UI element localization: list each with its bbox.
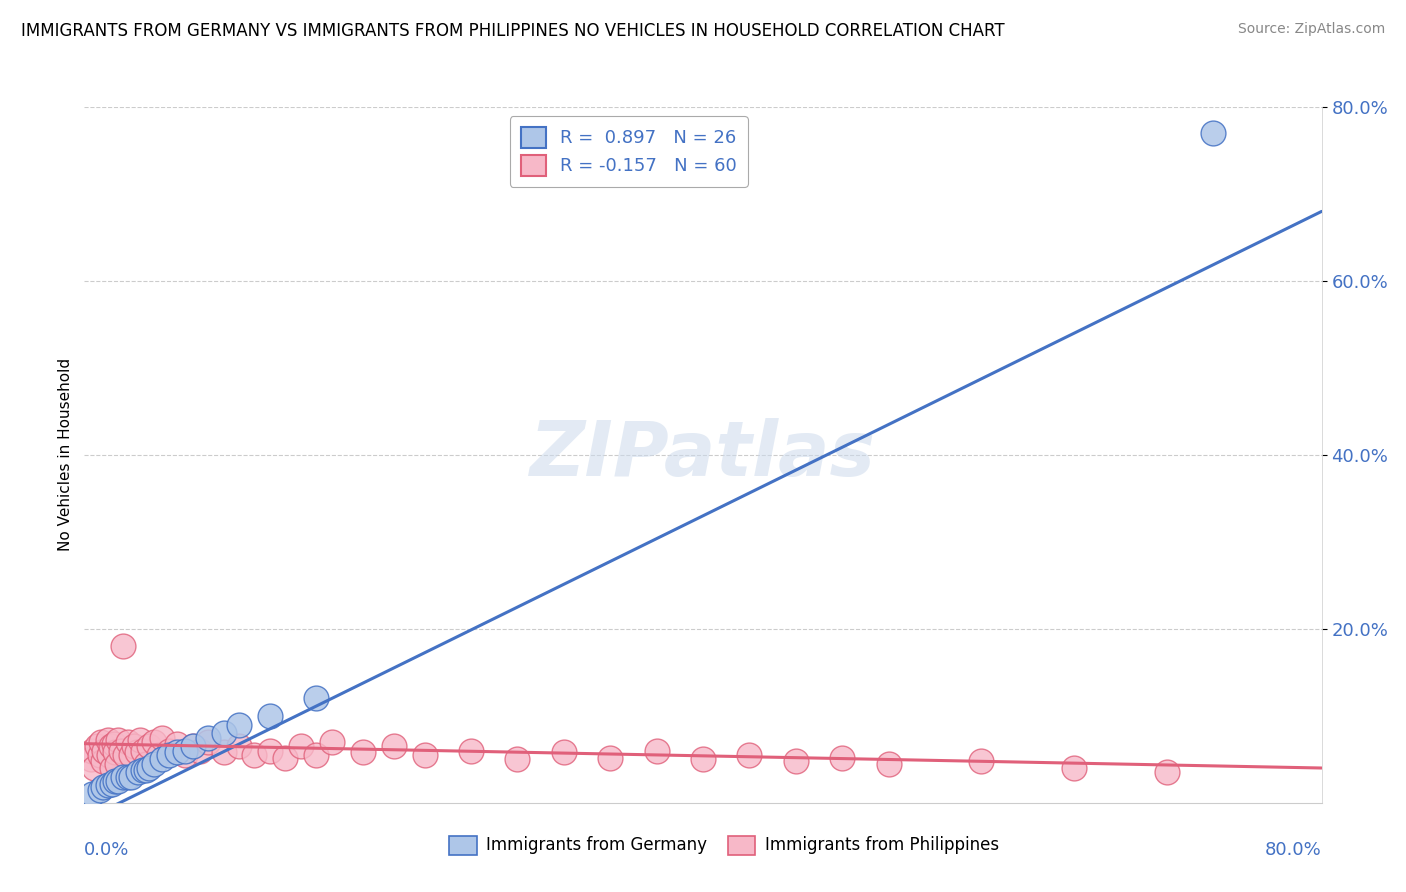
Point [107,774,129,789]
Point [89,782,111,797]
Point [1063,761,1085,775]
Text: Immigrants from Philippines: Immigrants from Philippines [765,836,1000,855]
Text: 0.0%: 0.0% [84,841,129,859]
Point [460,744,482,758]
Point [114,747,136,762]
Point [120,770,142,784]
Point [143,735,166,749]
Text: 80.0%: 80.0% [1265,841,1322,859]
Point [877,756,900,771]
Point [148,747,170,762]
Point [1156,765,1178,780]
FancyBboxPatch shape [450,836,477,855]
Point [86,739,108,754]
Point [96,733,118,747]
Point [212,745,235,759]
Point [129,733,152,747]
Point [738,747,761,762]
Point [321,735,343,749]
Point [105,756,128,771]
Point [188,744,211,758]
Point [91,754,114,768]
Point [91,780,114,794]
Point [553,745,575,759]
Point [122,739,145,754]
Point [110,744,132,758]
Point [259,744,281,758]
Point [174,747,197,762]
Point [305,747,328,762]
Point [970,754,993,768]
Point [166,737,188,751]
Text: Immigrants from Germany: Immigrants from Germany [486,836,707,855]
Point [181,739,204,754]
Point [305,691,328,706]
Point [101,777,124,791]
Point [125,745,148,759]
Point [197,735,219,749]
Y-axis label: No Vehicles in Household: No Vehicles in Household [58,359,73,551]
Point [259,708,281,723]
Point [83,761,105,775]
Point [785,754,807,768]
Point [117,735,139,749]
Point [599,750,621,764]
Point [100,739,122,754]
Point [112,639,135,653]
Point [89,747,111,762]
Point [112,770,135,784]
Point [82,787,104,801]
Point [120,747,142,762]
Point [181,739,204,754]
Point [413,747,436,762]
Point [228,739,250,754]
Point [243,747,266,762]
Point [197,731,219,745]
Point [82,744,104,758]
Point [150,752,173,766]
Point [135,756,157,771]
Point [166,745,188,759]
Point [135,763,157,777]
Point [127,765,149,780]
Point [290,739,312,754]
Point [645,744,668,758]
Point [174,744,197,758]
Point [831,750,853,764]
Point [692,752,714,766]
Point [107,733,129,747]
Point [143,756,166,771]
Point [159,747,180,762]
Point [274,750,297,764]
Point [101,761,124,775]
Point [132,744,155,758]
Text: IMMIGRANTS FROM GERMANY VS IMMIGRANTS FROM PHILIPPINES NO VEHICLES IN HOUSEHOLD : IMMIGRANTS FROM GERMANY VS IMMIGRANTS FR… [21,22,1005,40]
Point [103,737,125,751]
Point [382,739,405,754]
Point [1202,126,1225,140]
Point [212,726,235,740]
Point [138,761,160,775]
Point [138,739,160,754]
Point [93,744,115,758]
Text: Source: ZipAtlas.com: Source: ZipAtlas.com [1237,22,1385,37]
Point [79,752,101,766]
Point [159,744,180,758]
Point [228,717,250,731]
FancyBboxPatch shape [728,836,755,855]
Text: ZIPatlas: ZIPatlas [530,418,876,491]
Point [98,747,121,762]
Point [96,778,118,792]
Point [104,774,127,789]
Point [132,763,155,777]
Point [90,735,112,749]
Point [117,770,139,784]
Point [150,731,173,745]
Point [506,752,529,766]
Legend: R =  0.897   N = 26, R = -0.157   N = 60: R = 0.897 N = 26, R = -0.157 N = 60 [510,116,748,186]
Point [352,745,374,759]
Point [104,745,127,759]
